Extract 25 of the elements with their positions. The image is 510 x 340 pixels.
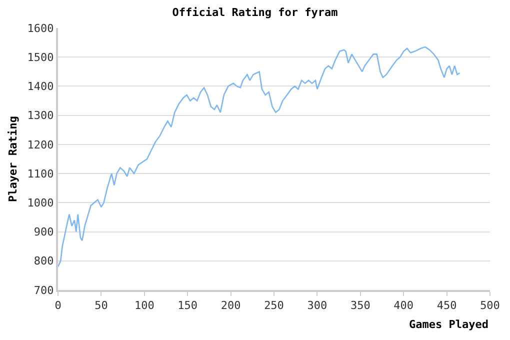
y-tick-label: 1100 [27,167,54,180]
chart-title: Official Rating for fyram [172,6,338,20]
y-tick-label: 1400 [27,80,54,94]
y-tick-label: 700 [34,284,54,297]
x-axis-title: Games Played [409,318,488,331]
line-series [58,46,460,268]
y-tick-label: 1600 [27,22,54,35]
x-tick-label: 300 [307,299,328,312]
x-tick-label: 100 [134,299,154,312]
y-tick-label: 1000 [27,196,54,210]
y-tick-label: 1500 [27,50,54,64]
x-tick-label: 200 [220,299,241,312]
x-tick-label: 400 [394,299,414,312]
x-tick-label: 350 [350,299,370,312]
y-tick-label: 1300 [27,109,54,122]
y-tick-label: 900 [34,226,54,239]
x-tick-label: 500 [480,299,500,312]
y-axis-title: Player Rating [6,116,20,202]
x-tick-label: 150 [178,299,198,312]
x-tick-label: 250 [264,299,284,312]
x-tick-label: 450 [436,299,457,312]
x-tick-label: 0 [54,299,62,312]
x-tick-label: 50 [94,299,108,312]
y-tick-label: 800 [34,254,54,268]
y-tick-label: 1200 [27,138,54,152]
